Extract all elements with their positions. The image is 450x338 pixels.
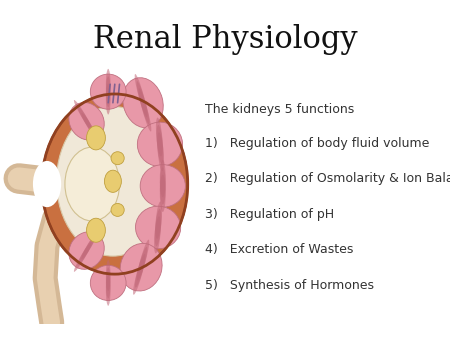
Ellipse shape	[90, 74, 126, 109]
Ellipse shape	[106, 275, 111, 306]
Text: 5)   Synthesis of Hormones: 5) Synthesis of Hormones	[205, 279, 374, 292]
Ellipse shape	[160, 175, 166, 212]
Ellipse shape	[86, 218, 105, 242]
Ellipse shape	[137, 122, 183, 167]
Ellipse shape	[120, 243, 162, 291]
Ellipse shape	[156, 118, 163, 156]
Ellipse shape	[106, 69, 111, 100]
Ellipse shape	[157, 132, 164, 171]
Ellipse shape	[33, 161, 61, 207]
Ellipse shape	[123, 78, 163, 128]
Ellipse shape	[155, 201, 162, 239]
Ellipse shape	[139, 88, 151, 131]
Ellipse shape	[135, 247, 147, 288]
Ellipse shape	[140, 165, 185, 207]
Ellipse shape	[74, 242, 92, 272]
Ellipse shape	[106, 260, 111, 291]
Ellipse shape	[135, 206, 180, 249]
Text: 4)   Excretion of Wastes: 4) Excretion of Wastes	[205, 243, 353, 256]
Ellipse shape	[78, 236, 95, 265]
Ellipse shape	[106, 76, 111, 107]
Text: 3)   Regulation of pH: 3) Regulation of pH	[205, 208, 334, 221]
Ellipse shape	[81, 230, 99, 259]
Ellipse shape	[69, 232, 104, 269]
Ellipse shape	[78, 106, 95, 136]
Ellipse shape	[135, 74, 148, 117]
Ellipse shape	[65, 147, 120, 221]
Ellipse shape	[157, 125, 163, 164]
Ellipse shape	[111, 203, 124, 216]
Text: 2)   Regulation of Osmolarity & Ion Balance: 2) Regulation of Osmolarity & Ion Balanc…	[205, 172, 450, 185]
Ellipse shape	[160, 160, 166, 197]
Ellipse shape	[86, 126, 105, 150]
Ellipse shape	[155, 209, 162, 246]
Ellipse shape	[104, 170, 122, 192]
Ellipse shape	[56, 106, 169, 256]
Ellipse shape	[81, 113, 99, 142]
Text: The kidneys 5 functions: The kidneys 5 functions	[205, 103, 354, 116]
Text: Renal Physiology: Renal Physiology	[93, 24, 357, 55]
Ellipse shape	[90, 265, 126, 300]
Ellipse shape	[106, 83, 111, 115]
Ellipse shape	[111, 152, 124, 165]
Text: 1)   Regulation of body fluid volume: 1) Regulation of body fluid volume	[205, 137, 429, 150]
Ellipse shape	[69, 102, 104, 140]
Ellipse shape	[154, 216, 161, 254]
Ellipse shape	[106, 267, 111, 298]
Ellipse shape	[74, 100, 92, 130]
Ellipse shape	[137, 81, 149, 124]
Ellipse shape	[42, 94, 188, 274]
Ellipse shape	[133, 254, 145, 295]
Ellipse shape	[137, 240, 149, 281]
Ellipse shape	[160, 167, 166, 204]
